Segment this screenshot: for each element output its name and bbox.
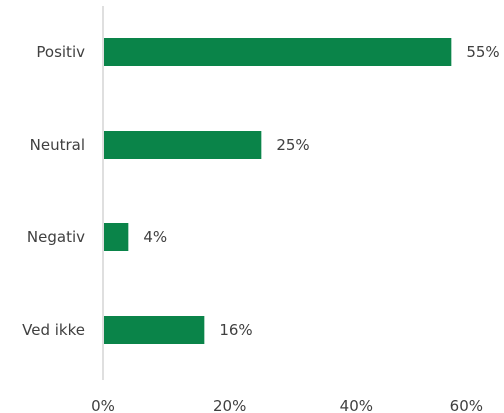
category-label: Positiv [36, 43, 85, 61]
category-label: Neutral [30, 136, 85, 154]
value-label: 55% [466, 43, 499, 61]
x-axis-ticks: 0% 20% 40% 60% [91, 397, 483, 413]
x-tick-label: 20% [213, 397, 246, 413]
category-label: Ved ikke [22, 321, 85, 339]
x-tick-label: 60% [450, 397, 483, 413]
value-label: 16% [219, 321, 252, 339]
bars-layer [104, 38, 452, 344]
value-label: 25% [276, 136, 309, 154]
category-label: Negativ [27, 228, 85, 246]
bar-positiv [104, 38, 452, 66]
value-label: 4% [143, 228, 167, 246]
labels-layer: Positiv 55% Neutral 25% Negativ 4% Ved ikke 16% [22, 43, 500, 339]
x-tick-label: 40% [340, 397, 373, 413]
x-tick-label: 0% [91, 397, 115, 413]
bar-negativ [104, 223, 129, 251]
bar-ved-ikke [104, 316, 205, 344]
bar-neutral [104, 131, 262, 159]
